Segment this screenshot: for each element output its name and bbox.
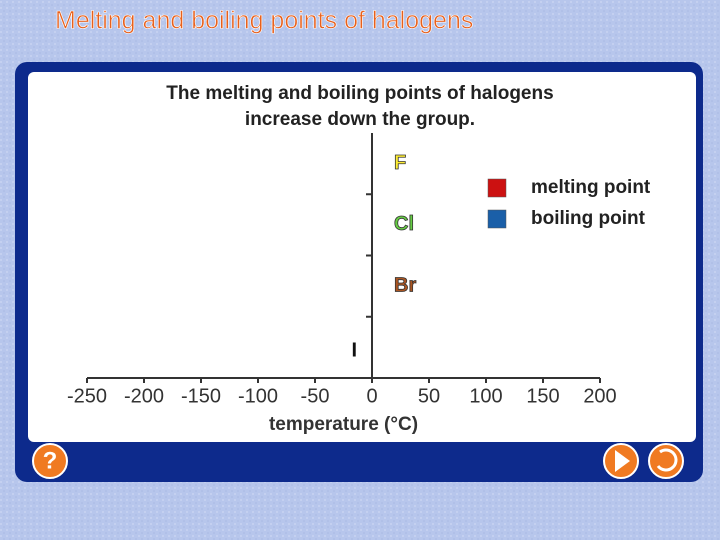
chart: The melting and boiling points of haloge…: [67, 83, 651, 435]
play-icon: [615, 450, 630, 472]
category-label: I: [351, 340, 357, 362]
x-tick-label: -200: [124, 385, 164, 407]
legend-label: melting point: [531, 177, 651, 198]
legend-swatch: [487, 178, 507, 198]
category-label: Br: [394, 274, 416, 296]
legend-label: boiling point: [531, 208, 646, 229]
chart-title: increase down the group.: [245, 109, 475, 130]
x-axis-label: temperature (°C): [269, 414, 418, 435]
x-tick-label: 150: [526, 385, 559, 407]
x-tick-label: -50: [301, 385, 330, 407]
help-button[interactable]: [32, 443, 68, 479]
category-label: Cl: [394, 213, 414, 235]
x-tick-label: 100: [469, 385, 502, 407]
panel: [28, 72, 696, 442]
x-tick-label: -150: [181, 385, 221, 407]
x-tick-label: 200: [583, 385, 616, 407]
page-title: Melting and boiling points of halogens: [55, 7, 473, 35]
x-tick-label: -250: [67, 385, 107, 407]
help-button-label[interactable]: ?: [43, 447, 58, 474]
chart-title: The melting and boiling points of haloge…: [166, 83, 553, 104]
x-tick-label: 50: [418, 385, 440, 407]
replay-icon: [656, 448, 678, 472]
x-tick-label: 0: [366, 385, 377, 407]
category-label: F: [394, 152, 406, 174]
legend-swatch: [487, 209, 507, 229]
x-tick-label: -100: [238, 385, 278, 407]
